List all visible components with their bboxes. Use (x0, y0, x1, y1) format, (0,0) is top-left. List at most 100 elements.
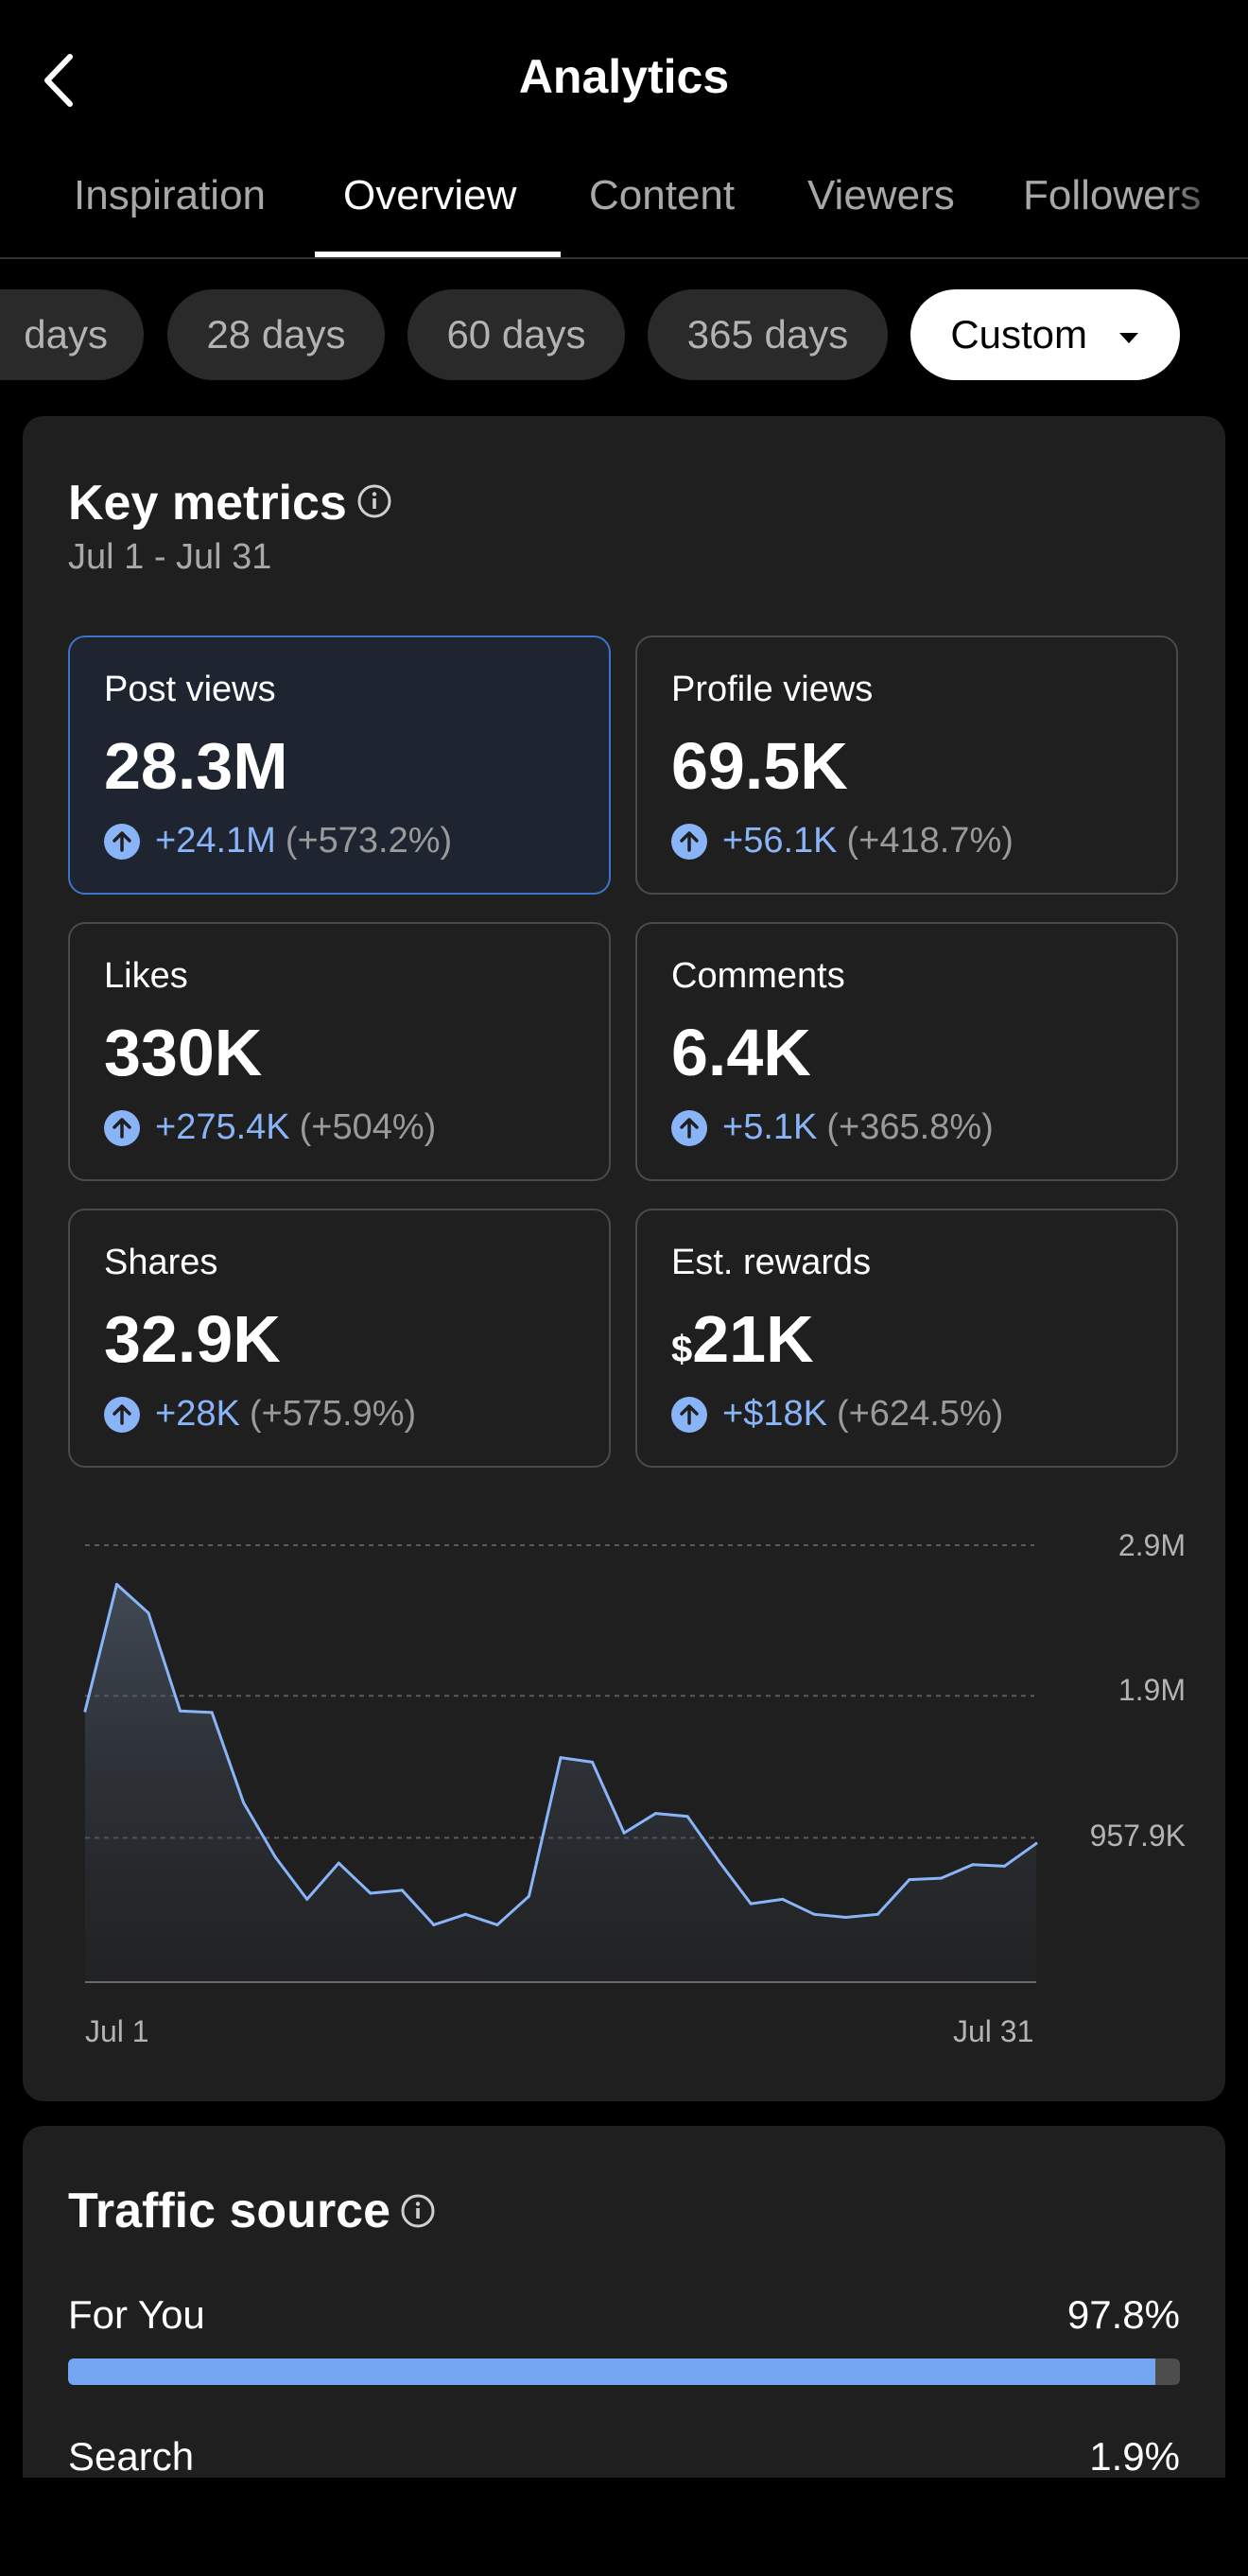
metric-value: 330K (104, 1016, 263, 1089)
metric-card-comments[interactable]: Comments 6.4K +5.1K (+365.8%) (635, 922, 1178, 1181)
data-point (432, 1923, 436, 1926)
traffic-label: Search (68, 2434, 195, 2479)
data-point (495, 1923, 499, 1926)
data-point (971, 1863, 975, 1867)
tab-overview[interactable]: Overview (343, 172, 517, 218)
data-point (147, 1611, 150, 1615)
tab-viewers[interactable]: Viewers (807, 172, 955, 218)
data-point (527, 1894, 530, 1898)
data-point (115, 1582, 119, 1586)
y-tick-label: 957.9K (1089, 1819, 1186, 1853)
traffic-value: 97.8% (1066, 2292, 1180, 2337)
traffic-source-title: Traffic source (68, 2184, 391, 2238)
data-point (812, 1912, 816, 1916)
key-metrics-title: Key metrics (68, 476, 347, 531)
bottom-bar (0, 2478, 1248, 2576)
data-point (685, 1815, 689, 1819)
metric-value: 32.9K (104, 1302, 281, 1376)
date-range-selector: days 28 days 60 days 365 days Custom (0, 289, 1248, 380)
arrow-up-circle-icon (671, 1396, 707, 1433)
data-point (908, 1878, 911, 1882)
caret-down-icon (1118, 332, 1138, 343)
data-point (654, 1812, 658, 1816)
traffic-row-for-you: For You 97.8% (68, 2292, 1180, 2338)
range-pill-days[interactable]: days (0, 289, 144, 380)
range-pill-custom[interactable]: Custom (910, 289, 1180, 380)
data-point (1002, 1864, 1006, 1868)
x-tick-label-start: Jul 1 (85, 2014, 149, 2048)
data-point (622, 1831, 626, 1835)
traffic-value: 1.9% (1089, 2434, 1180, 2479)
range-pill-365-days[interactable]: 365 days (648, 289, 888, 380)
tab-inspiration[interactable]: Inspiration (74, 172, 267, 218)
traffic-row-search: Search 1.9% (68, 2434, 1180, 2480)
arrow-up-circle-icon (104, 1109, 140, 1146)
metric-delta: +5.1K (+365.8%) (671, 1107, 994, 1148)
metric-label: Est. rewards (671, 1243, 872, 1282)
arrow-up-circle-icon (671, 1109, 707, 1146)
metric-label: Post views (104, 670, 276, 709)
metric-delta: +$18K (+624.5%) (671, 1394, 1003, 1435)
data-point (179, 1709, 182, 1713)
tab-bar: Inspiration Overview Content Viewers Fol… (0, 159, 1248, 259)
arrow-up-circle-icon (104, 823, 140, 860)
traffic-label: For You (68, 2292, 205, 2337)
tab-content[interactable]: Content (589, 172, 736, 218)
metric-delta: +56.1K (+418.7%) (671, 821, 1014, 862)
tabs-scroll-fade (1163, 159, 1248, 257)
metric-card-profile-views[interactable]: Profile views 69.5K +56.1K (+418.7%) (635, 635, 1178, 895)
arrow-up-circle-icon (104, 1396, 140, 1433)
data-point (210, 1711, 214, 1714)
metric-card-est-rewards[interactable]: Est. rewards $21K +$18K (+624.5%) (635, 1209, 1178, 1468)
data-point (875, 1912, 879, 1916)
data-point (337, 1861, 340, 1865)
page-title: Analytics (518, 50, 730, 103)
range-pill-28-days[interactable]: 28 days (167, 289, 385, 380)
top-bar: Analytics (0, 0, 1248, 159)
metric-card-likes[interactable]: Likes 330K +275.4K (+504%) (68, 922, 611, 1181)
data-point (939, 1876, 943, 1880)
key-metrics-card: Key metrics Jul 1 - Jul 31 Post views 28… (23, 416, 1225, 2101)
range-pill-60-days[interactable]: 60 days (407, 289, 625, 380)
metric-card-shares[interactable]: Shares 32.9K +28K (+575.9%) (68, 1209, 611, 1468)
data-point (273, 1855, 277, 1859)
info-icon[interactable] (401, 2194, 435, 2228)
data-point (749, 1902, 753, 1906)
back-arrow-icon[interactable] (38, 47, 85, 113)
data-point (83, 1709, 87, 1713)
metric-label: Comments (671, 956, 845, 996)
metric-card-post-views[interactable]: Post views 28.3M +24.1M (+573.2%) (68, 635, 611, 895)
traffic-bar-for-you (68, 2358, 1180, 2385)
active-tab-indicator (315, 252, 561, 257)
arrow-up-circle-icon (671, 823, 707, 860)
data-point (718, 1860, 721, 1864)
custom-label: Custom (950, 312, 1088, 357)
metric-label: Profile views (671, 670, 874, 709)
data-point (591, 1760, 595, 1764)
metric-value: 6.4K (671, 1016, 811, 1089)
data-point (305, 1897, 309, 1901)
data-point (242, 1801, 246, 1804)
post-views-chart[interactable] (0, 1504, 1248, 2014)
y-tick-label: 2.9M (1118, 1528, 1186, 1562)
metric-value: $21K (671, 1302, 814, 1376)
data-point (400, 1888, 404, 1892)
x-tick-label-end: Jul 31 (953, 2014, 1034, 2048)
metric-value: 69.5K (671, 729, 848, 803)
metric-delta: +24.1M (+573.2%) (104, 821, 452, 862)
data-point (463, 1912, 467, 1916)
traffic-bar-fill (68, 2358, 1156, 2385)
data-point (559, 1756, 563, 1760)
data-point (781, 1897, 785, 1901)
metric-delta: +28K (+575.9%) (104, 1394, 416, 1435)
data-point (1034, 1841, 1038, 1845)
data-point (844, 1915, 848, 1919)
metric-value: 28.3M (104, 729, 288, 803)
metric-label: Likes (104, 956, 188, 996)
data-point (369, 1891, 373, 1895)
area-fill (85, 1584, 1036, 1982)
metric-label: Shares (104, 1243, 218, 1282)
date-range-label: Jul 1 - Jul 31 (68, 537, 272, 577)
info-icon[interactable] (357, 484, 391, 518)
y-tick-label: 1.9M (1118, 1673, 1186, 1707)
